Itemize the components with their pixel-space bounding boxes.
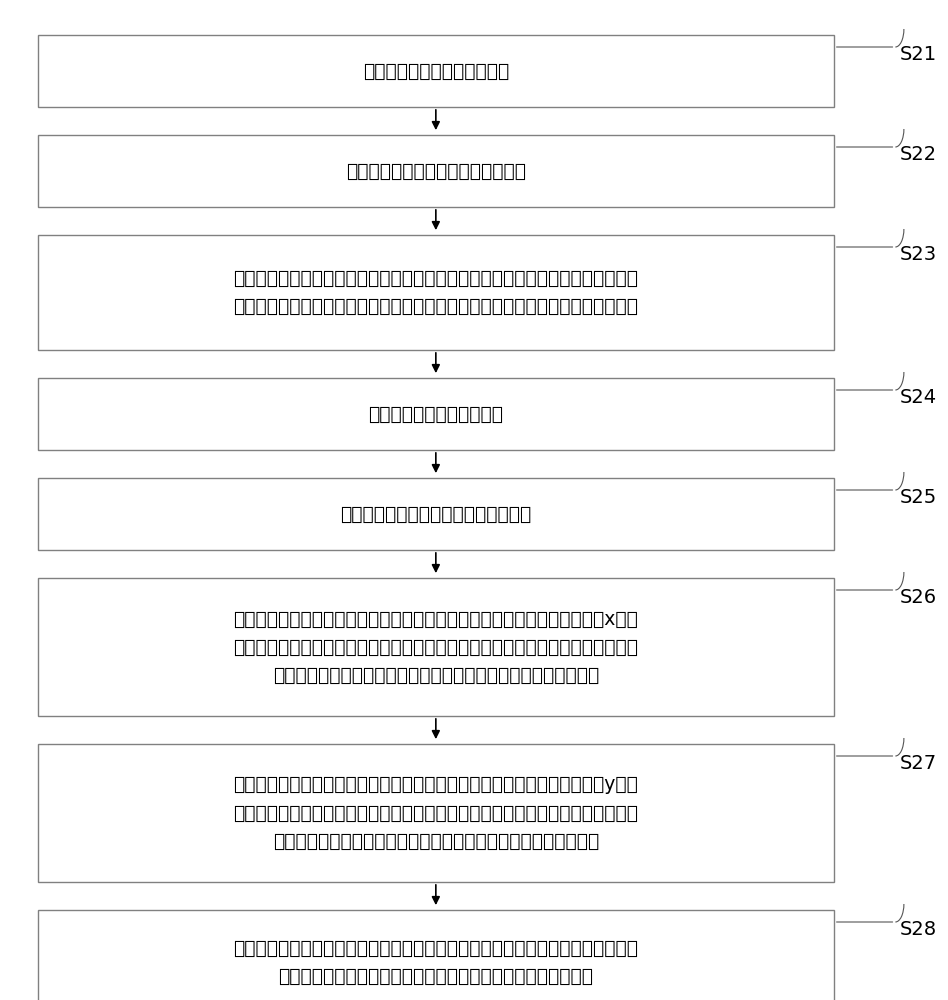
Text: S24: S24 — [900, 388, 938, 407]
Text: 将前景窗口绘制到帧缓冲区中，以设定放大倍数将第一内存中的背景窗口绘制到帧
缓冲区中，得到应用程序的用户界面，显示应用程序的用户界面: 将前景窗口绘制到帧缓冲区中，以设定放大倍数将第一内存中的背景窗口绘制到帧 缓冲区… — [233, 939, 638, 986]
Text: 以设定缩小倍数缩小第一内存中的图像: 以设定缩小倍数缩小第一内存中的图像 — [340, 504, 532, 524]
Text: 将背景窗口绘制到第一内存: 将背景窗口绘制到第一内存 — [369, 404, 503, 423]
FancyBboxPatch shape — [38, 135, 834, 207]
Text: S28: S28 — [900, 920, 938, 939]
Text: 依次获取第一内存中的图像上的每个像素点；针对每个像素点执行：获取在x方向
上距离当前像素点设定距离的像素点；将获取的像素点的颜色值加权平均后，得到
当前像素点的: 依次获取第一内存中的图像上的每个像素点；针对每个像素点执行：获取在x方向 上距离… — [233, 609, 638, 684]
Text: S22: S22 — [900, 145, 938, 164]
Text: S26: S26 — [900, 588, 938, 607]
Text: S23: S23 — [900, 245, 938, 264]
Text: S27: S27 — [900, 754, 938, 773]
FancyBboxPatch shape — [38, 478, 834, 550]
FancyBboxPatch shape — [38, 744, 834, 882]
FancyBboxPatch shape — [38, 910, 834, 1000]
FancyBboxPatch shape — [38, 35, 834, 107]
Text: 依次获取第二内存中的图像上的每个像素点；针对每个像素点执行：获取在y方向
上距离当前像素点设定距离的像素点；将获取的像素点的颜色值加权平均后，得到
当前像素点的: 依次获取第二内存中的图像上的每个像素点；针对每个像素点执行：获取在y方向 上距离… — [233, 776, 638, 850]
Text: 若检测到一个窗口携带第二标识信息，将多个窗口组成的窗口序列中一个窗口之后
的窗口确定为背景窗口，将多个窗口中除背景窗口之外的其他窗口确定为前景窗口: 若检测到一个窗口携带第二标识信息，将多个窗口组成的窗口序列中一个窗口之后 的窗口… — [233, 269, 638, 316]
Text: S25: S25 — [900, 488, 938, 507]
FancyBboxPatch shape — [38, 235, 834, 350]
FancyBboxPatch shape — [38, 578, 834, 716]
Text: S21: S21 — [900, 45, 938, 64]
Text: 检测多个窗口是否携带第二标识信息: 检测多个窗口是否携带第二标识信息 — [346, 161, 526, 180]
FancyBboxPatch shape — [38, 378, 834, 450]
Text: 获取应用程序包括的多个窗口: 获取应用程序包括的多个窗口 — [363, 62, 509, 81]
